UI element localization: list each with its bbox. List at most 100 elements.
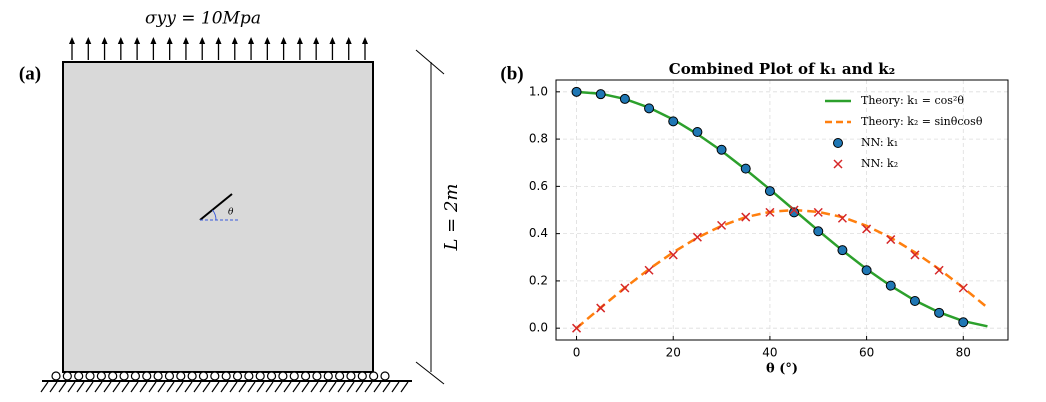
arrow-head [69,37,75,44]
hatch-line [301,381,310,393]
x-axis-label: θ (°) [766,362,798,377]
hatch-line [121,381,130,393]
point [885,280,896,291]
point [958,317,969,328]
hatch-line [256,381,265,393]
roller [85,371,95,381]
panel-label: (a) [19,63,41,84]
hatch-line [310,381,319,393]
point [692,232,702,242]
x-tick-label: 80 [956,346,971,360]
hatch-line [247,381,256,393]
arrow-head [85,37,92,44]
hatch-line [328,381,337,393]
arrow-head [280,37,287,44]
hatch-line [337,381,346,393]
legend-swatch [833,138,843,148]
hatch-line [292,381,301,393]
x-tick-label: 40 [762,346,777,360]
point [765,207,775,217]
point [934,307,945,318]
arrow-head [117,37,124,44]
point [644,265,654,275]
point [909,296,920,306]
chart-title: Combined Plot of k₁ and k₂ [669,60,895,78]
arrow-head [215,37,222,44]
hatch-line [112,381,121,393]
point [813,207,823,217]
hatch-line [40,381,49,393]
load-arrows [69,37,368,60]
point [862,224,872,234]
line [575,208,989,330]
point [861,265,872,276]
point [741,212,751,222]
roller [244,371,254,381]
roller [62,371,72,381]
hatch-line [265,381,274,393]
hatch-line [166,381,175,393]
dimension-tick [415,361,445,385]
roller [142,371,152,381]
roller [210,371,220,381]
roller [108,371,118,381]
arrow-head [313,37,320,44]
point [692,127,703,137]
y-tick-label: 1.0 [529,84,548,98]
hatch-line [238,381,247,393]
hatch-line [400,381,409,393]
point [595,89,606,100]
roller [153,371,163,381]
y-tick-label: 0.0 [529,321,548,335]
point [837,245,848,256]
hatch-line [319,381,328,393]
point [764,186,775,197]
x-tick-label: 20 [666,346,681,360]
hatch-line [49,381,58,393]
roller [255,371,265,381]
y-tick-label: 0.2 [529,273,548,287]
hatch-line [346,381,355,393]
hatch-line [211,381,220,393]
legend-label: NN: k₂ [861,157,898,170]
y-tick-label: 0.4 [529,226,548,240]
hatch-line [103,381,112,393]
load-label: σyy = 10Mpa [145,9,261,29]
point [837,213,847,223]
point [934,265,944,275]
angle-label: θ [228,208,234,218]
legend-label: Theory: k₁ = cos²θ [861,94,964,107]
hatch-line [76,381,85,393]
hatch-line [229,381,238,393]
point [620,283,630,293]
point [668,250,678,260]
panel-label: (b) [500,63,523,84]
hatch-line [85,381,94,393]
arrow-head [231,37,238,44]
point [596,303,606,313]
point [644,103,655,114]
point [958,283,968,293]
roller [119,371,129,381]
point [668,116,679,127]
legend-label: NN: k₁ [861,136,898,149]
hatch-line [184,381,193,393]
roller [300,371,311,381]
rollers [51,371,390,381]
hatch-line [157,381,166,393]
hatch-line [175,381,184,393]
point [572,323,582,333]
arrow-head [150,37,157,44]
hatch-line [274,381,283,393]
point [886,235,896,245]
hatch-line [355,381,364,393]
legend-label: Theory: k₂ = sinθcosθ [861,115,983,128]
x-tick-label: 60 [859,346,874,360]
point [716,144,727,155]
hatch-line [364,381,373,393]
roller [51,371,61,381]
hatch-line [373,381,382,393]
roller [198,371,209,381]
crack [199,193,233,221]
hatch-line [193,381,202,393]
